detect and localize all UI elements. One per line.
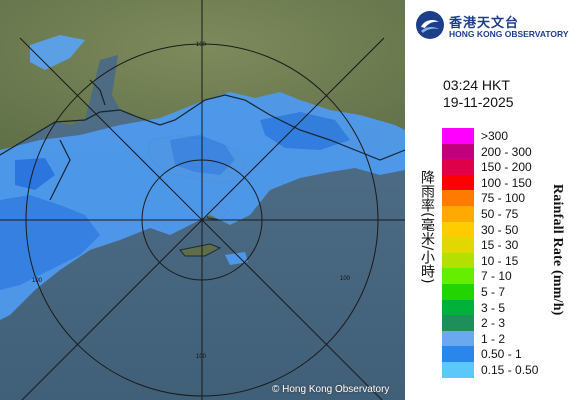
range-ring-label-group: 100 100 100 100 <box>32 42 351 360</box>
legend-swatch <box>442 174 474 191</box>
legend-label: 1 - 2 <box>481 331 506 346</box>
legend-label: 10 - 15 <box>481 253 519 268</box>
legend-panel: 香港天文台 HONG KONG OBSERVATORY 03:24 HKT 19… <box>405 0 577 400</box>
legend-label: 3 - 5 <box>481 300 506 315</box>
observation-time: 03:24 HKT <box>443 77 510 93</box>
legend-label: 0.15 - 0.50 <box>481 362 539 377</box>
legend-label: 150 - 200 <box>481 160 532 175</box>
range-rings <box>0 0 405 400</box>
range-ring-label: 100 <box>32 278 43 284</box>
observation-date: 19-11-2025 <box>443 94 514 110</box>
rain-cell-west <box>15 158 55 190</box>
legend-row: 3 - 5 <box>439 299 577 316</box>
legend-label: 2 - 3 <box>481 316 506 331</box>
legend-swatch <box>442 330 474 347</box>
range-ring-label: 100 <box>340 276 351 282</box>
legend-swatch <box>442 361 474 378</box>
legend-row: 100 - 150 <box>439 174 577 191</box>
legend-swatch <box>442 159 474 175</box>
legend-row: 0.50 - 1 <box>439 346 577 362</box>
grid-line-diagonal <box>21 37 385 400</box>
hko-logo-chinese: 香港天文台 <box>449 16 520 31</box>
legend-label: 0.50 - 1 <box>481 347 522 362</box>
legend-swatch <box>442 346 474 362</box>
legend-label: 75 - 100 <box>481 191 526 206</box>
rainfall-legend: >300 200 - 300 150 - 200 100 - 150 75 - 100 5… <box>439 128 577 378</box>
legend-row: 2 - 3 <box>439 315 577 331</box>
range-ring-label: 100 <box>196 354 207 360</box>
coastlines <box>0 79 405 201</box>
hko-logo: 香港天文台 HONG KONG OBSERVATORY <box>415 8 575 44</box>
legend-label: 100 - 150 <box>481 175 532 190</box>
legend-row: 200 - 300 <box>439 143 577 160</box>
legend-row: 10 - 15 <box>439 252 577 269</box>
legend-swatch <box>442 299 474 316</box>
legend-title-chinese: 降雨率(毫米/小時) <box>419 170 435 284</box>
legend-swatch <box>442 252 474 269</box>
legend-row: 150 - 200 <box>439 159 577 175</box>
legend-swatch <box>442 221 474 238</box>
legend-swatch <box>442 190 474 206</box>
legend-swatch <box>442 205 474 222</box>
legend-swatch <box>442 268 474 284</box>
legend-row: 0.15 - 0.50 <box>439 361 577 378</box>
legend-swatch <box>442 283 474 300</box>
hko-logo-english: HONG KONG OBSERVATORY <box>449 29 569 39</box>
rain-cell-south <box>225 252 248 265</box>
legend-row: 30 - 50 <box>439 221 577 238</box>
legend-label: 5 - 7 <box>481 284 506 299</box>
legend-swatch <box>442 315 474 331</box>
legend-row: 5 - 7 <box>439 283 577 300</box>
legend-row: 50 - 75 <box>439 205 577 222</box>
legend-title-english: Rainfall Rate (mm/h) <box>550 184 565 316</box>
legend-swatch <box>442 128 474 144</box>
legend-label: 30 - 50 <box>481 222 519 237</box>
rain-band-west <box>0 195 100 290</box>
legend-swatch <box>442 237 474 253</box>
legend-row: 75 - 100 <box>439 190 577 206</box>
hko-emblem-icon <box>416 11 444 39</box>
legend-swatch <box>442 143 474 160</box>
legend-label: 50 - 75 <box>481 206 519 221</box>
river-estuary <box>85 55 120 120</box>
legend-label: 7 - 10 <box>481 269 512 284</box>
legend-row: 15 - 30 <box>439 237 577 253</box>
island <box>179 243 222 257</box>
legend-row: 7 - 10 <box>439 268 577 284</box>
legend-row: 1 - 2 <box>439 330 577 347</box>
copyright-notice: © Hong Kong Observatory <box>272 384 390 395</box>
legend-row: >300 <box>439 128 577 144</box>
radar-map-canvas: 100 100 100 100 <box>0 0 405 400</box>
legend-label: >300 <box>481 129 509 143</box>
legend-label: 200 - 300 <box>481 144 532 159</box>
radar-map: 100 100 100 100 © Hong Kong Observatory <box>0 0 405 400</box>
range-ring-label: 100 <box>196 42 207 48</box>
legend-label: 15 - 30 <box>481 238 519 253</box>
